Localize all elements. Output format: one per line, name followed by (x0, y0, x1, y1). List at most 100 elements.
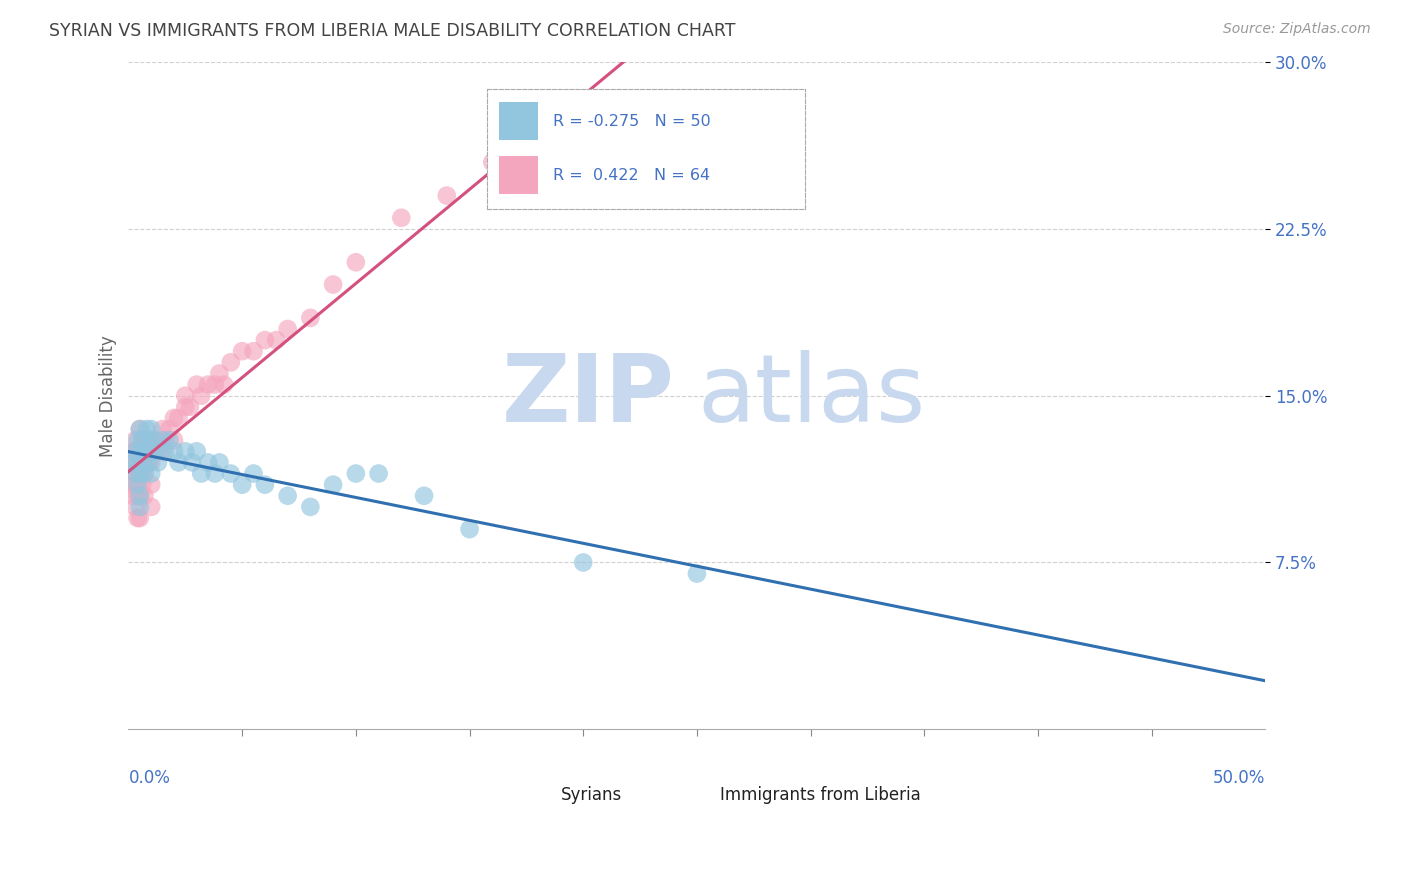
Point (138, 444, 160, 458)
Point (322, 277, 344, 292)
Point (127, 444, 149, 458)
Point (141, 433, 163, 447)
Point (572, 556, 595, 570)
Text: Source: ZipAtlas.com: Source: ZipAtlas.com (1223, 22, 1371, 37)
Point (146, 455, 169, 469)
Point (152, 433, 174, 447)
Point (138, 455, 160, 469)
Point (153, 433, 176, 447)
Point (128, 422, 150, 436)
Point (197, 455, 219, 469)
Point (157, 433, 180, 447)
Point (436, 188, 458, 202)
Point (142, 433, 165, 447)
Point (617, 100, 640, 114)
Point (179, 400, 201, 414)
Point (128, 422, 150, 436)
Point (127, 489, 149, 503)
Point (190, 389, 212, 403)
Point (128, 511, 150, 525)
Point (344, 255, 367, 269)
Point (135, 455, 157, 469)
Point (134, 467, 156, 481)
Point (219, 467, 242, 481)
Point (163, 433, 186, 447)
Point (141, 500, 163, 514)
Point (157, 422, 180, 436)
Point (131, 455, 153, 469)
Point (131, 433, 153, 447)
Point (163, 411, 186, 425)
Text: ZIP: ZIP (502, 350, 675, 442)
Point (299, 500, 322, 514)
Point (204, 377, 226, 392)
Point (134, 467, 156, 481)
Point (128, 467, 150, 481)
Point (138, 433, 160, 447)
Point (120, 455, 142, 469)
Point (253, 477, 276, 491)
Point (128, 500, 150, 514)
Point (572, 121, 595, 136)
Point (389, 211, 412, 225)
Text: 0.0%: 0.0% (128, 769, 170, 788)
Point (197, 377, 219, 392)
Point (128, 489, 150, 503)
Point (174, 400, 197, 414)
Point (204, 467, 226, 481)
Point (481, 155, 503, 169)
Point (208, 455, 231, 469)
Point (231, 477, 253, 491)
Point (458, 522, 481, 536)
Text: atlas: atlas (697, 350, 925, 442)
Point (134, 444, 156, 458)
Point (122, 489, 145, 503)
Point (299, 310, 322, 325)
Point (167, 411, 190, 425)
Point (128, 489, 150, 503)
Point (128, 467, 150, 481)
Point (131, 433, 153, 447)
Point (152, 444, 174, 458)
Point (127, 467, 149, 481)
FancyBboxPatch shape (686, 761, 716, 782)
Point (135, 433, 157, 447)
Point (120, 477, 142, 491)
Point (174, 389, 197, 403)
Point (242, 344, 264, 359)
Point (253, 333, 276, 347)
Point (277, 489, 299, 503)
Text: Syrians: Syrians (561, 786, 621, 804)
Point (128, 444, 150, 458)
Point (322, 477, 344, 491)
Text: SYRIAN VS IMMIGRANTS FROM LIBERIA MALE DISABILITY CORRELATION CHART: SYRIAN VS IMMIGRANTS FROM LIBERIA MALE D… (49, 22, 735, 40)
Point (145, 444, 167, 458)
Point (219, 355, 242, 369)
Point (190, 467, 212, 481)
Point (131, 477, 153, 491)
Y-axis label: Male Disability: Male Disability (100, 334, 117, 457)
Point (367, 467, 389, 481)
Point (134, 444, 156, 458)
Point (141, 467, 163, 481)
Point (146, 444, 169, 458)
FancyBboxPatch shape (515, 761, 546, 782)
Point (181, 455, 204, 469)
Point (277, 322, 299, 336)
Point (174, 444, 197, 458)
Point (152, 422, 174, 436)
Point (212, 377, 235, 392)
Point (131, 455, 153, 469)
Point (124, 433, 146, 447)
Point (124, 477, 146, 491)
Point (413, 489, 436, 503)
Point (124, 467, 146, 481)
Point (127, 455, 149, 469)
Point (135, 444, 157, 458)
Point (208, 367, 231, 381)
Point (127, 511, 149, 525)
Point (122, 444, 145, 458)
Point (186, 444, 208, 458)
Point (186, 377, 208, 392)
Point (124, 444, 146, 458)
